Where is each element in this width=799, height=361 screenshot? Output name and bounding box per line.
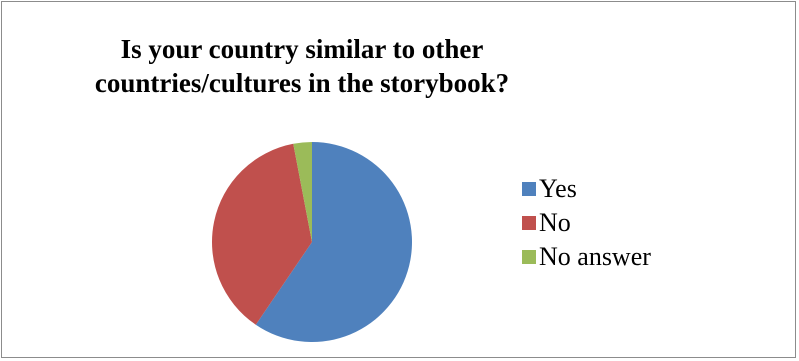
legend-label-no: No: [539, 208, 571, 237]
chart-legend: Yes No No answer: [522, 172, 651, 274]
legend-label-yes: Yes: [539, 174, 577, 203]
chart-title: Is your country similar to other countri…: [22, 32, 582, 100]
pie-slice-no: [212, 143, 312, 325]
legend-swatch-no-answer: [522, 250, 536, 264]
chart-title-line-2: countries/cultures in the storybook?: [94, 68, 510, 98]
legend-label-no-answer: No answer: [539, 242, 651, 271]
legend-item-no-answer: No answer: [522, 240, 651, 274]
pie-slice-yes: [255, 142, 412, 342]
legend-item-no: No: [522, 206, 651, 240]
legend-swatch-no: [522, 216, 536, 230]
legend-swatch-yes: [522, 182, 536, 196]
pie-slices: [212, 142, 412, 342]
pie-chart: [212, 142, 412, 342]
pie-slice-no-answer: [293, 142, 312, 242]
legend-item-yes: Yes: [522, 172, 651, 206]
chart-title-line-1: Is your country similar to other: [120, 34, 484, 64]
